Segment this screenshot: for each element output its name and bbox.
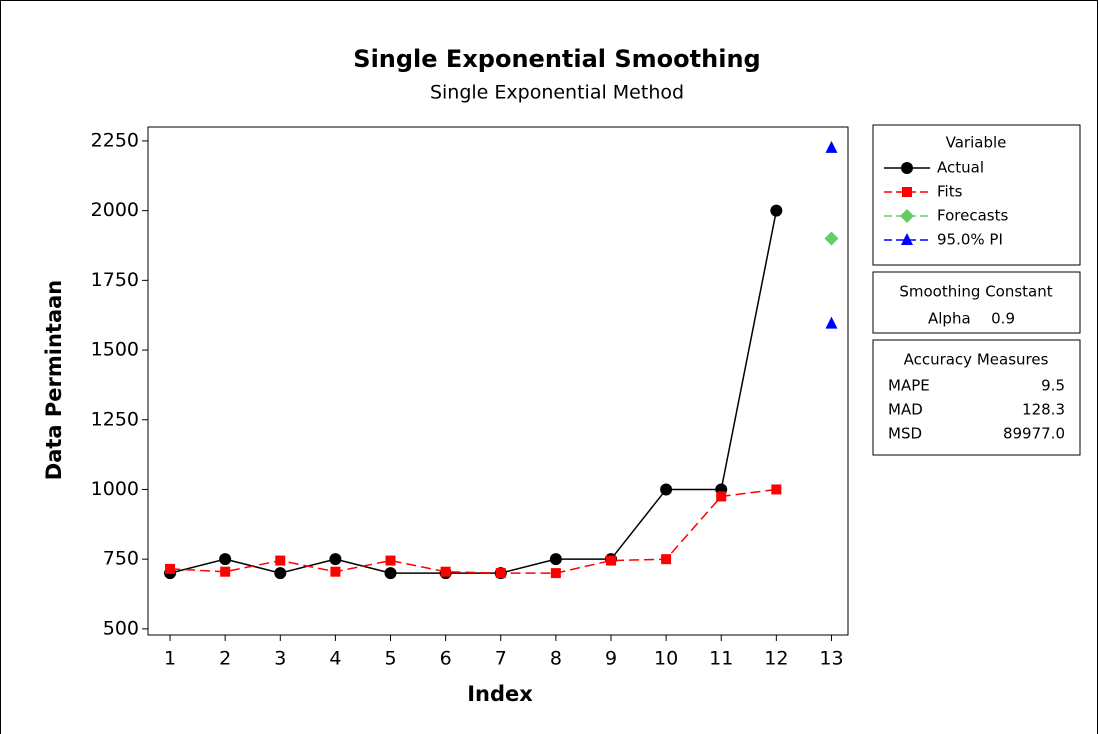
marker — [661, 554, 671, 564]
smoothing-box — [873, 272, 1080, 333]
box-key: MAPE — [888, 377, 930, 395]
box-title: Smoothing Constant — [899, 283, 1052, 301]
marker — [550, 553, 562, 565]
legend-label: Forecasts — [937, 207, 1008, 225]
legend-label: Actual — [937, 159, 984, 177]
box-key: Alpha — [928, 310, 971, 328]
y-tick-label: 1000 — [91, 478, 139, 500]
box-value: 9.5 — [1041, 377, 1065, 395]
y-tick-label: 1750 — [91, 269, 139, 291]
marker — [219, 553, 231, 565]
marker — [496, 568, 506, 578]
legend-label: 95.0% PI — [937, 231, 1003, 249]
box-value: 89977.0 — [1003, 425, 1065, 443]
y-tick-label: 750 — [103, 548, 139, 570]
marker — [901, 162, 913, 174]
x-tick-label: 7 — [495, 648, 507, 670]
legend-label: Fits — [937, 183, 963, 201]
y-axis-label: Data Permintaan — [42, 280, 66, 480]
x-tick-label: 9 — [605, 648, 617, 670]
box-key: MSD — [888, 425, 922, 443]
marker — [771, 484, 781, 494]
y-tick-label: 1500 — [91, 339, 139, 361]
y-tick-label: 2000 — [91, 199, 139, 221]
marker — [770, 205, 782, 217]
box-value: 128.3 — [1022, 401, 1065, 419]
y-tick-label: 500 — [103, 617, 139, 639]
marker — [165, 564, 175, 574]
marker — [716, 491, 726, 501]
x-axis-label: Index — [467, 682, 533, 706]
marker — [274, 567, 286, 579]
x-tick-label: 2 — [219, 648, 231, 670]
x-tick-label: 10 — [654, 648, 678, 670]
chart-subtitle: Single Exponential Method — [430, 82, 684, 104]
marker — [220, 567, 230, 577]
y-tick-label: 1250 — [91, 408, 139, 430]
marker — [330, 567, 340, 577]
marker — [386, 556, 396, 566]
marker — [385, 567, 397, 579]
marker — [275, 556, 285, 566]
chart: Single Exponential Smoothing Single Expo… — [0, 0, 1099, 734]
marker — [660, 483, 672, 495]
chart-title: Single Exponential Smoothing — [353, 45, 760, 73]
marker — [902, 187, 912, 197]
box-title: Accuracy Measures — [904, 351, 1049, 369]
legend-title: Variable — [946, 134, 1007, 152]
marker — [606, 556, 616, 566]
x-tick-label: 4 — [329, 648, 341, 670]
x-tick-label: 3 — [274, 648, 286, 670]
x-tick-label: 8 — [550, 648, 562, 670]
box-key: MAD — [888, 401, 923, 419]
x-tick-label: 11 — [709, 648, 733, 670]
marker — [329, 553, 341, 565]
y-tick-label: 2250 — [91, 129, 139, 151]
x-tick-label: 6 — [440, 648, 452, 670]
x-tick-label: 13 — [819, 648, 843, 670]
box-value: 0.9 — [991, 310, 1015, 328]
x-tick-label: 12 — [764, 648, 788, 670]
x-tick-label: 5 — [384, 648, 396, 670]
marker — [551, 568, 561, 578]
marker — [441, 567, 451, 577]
x-tick-label: 1 — [164, 648, 176, 670]
